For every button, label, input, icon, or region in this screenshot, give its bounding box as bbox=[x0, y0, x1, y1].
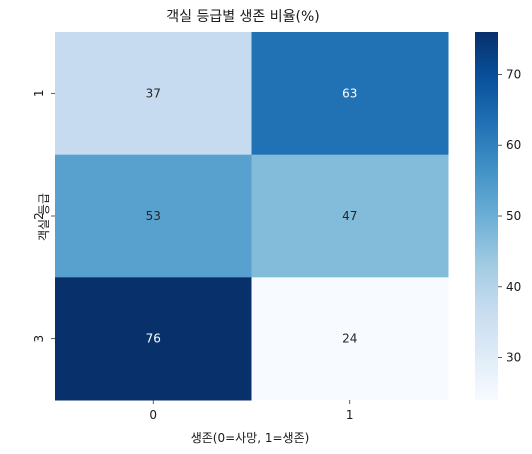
y-axis-label: 객실 등급 bbox=[37, 193, 51, 241]
y-axis: 1 2 3 bbox=[32, 90, 55, 343]
colorbar-ticks: 30 40 50 60 70 bbox=[498, 67, 521, 365]
heatmap-cell-r0-c0 bbox=[55, 32, 252, 156]
x-axis-label: 생존(0=사망, 1=생존) bbox=[191, 431, 310, 445]
heatmap-cell-r1-c0 bbox=[55, 154, 252, 278]
heatmap-cells: 37 63 53 47 76 24 bbox=[55, 32, 449, 401]
heatmap-cell-r2-c1 bbox=[251, 277, 449, 401]
y-tick-label-2: 3 bbox=[32, 335, 46, 343]
cell-value-label-r1-c0: 53 bbox=[146, 209, 161, 223]
colorbar-tick-label-3: 60 bbox=[506, 138, 521, 152]
cell-value-label-r1-c1: 47 bbox=[342, 209, 357, 223]
cell-value-label-r0-c0: 37 bbox=[146, 86, 161, 100]
cell-value-label-r0-c1: 63 bbox=[342, 86, 357, 100]
heatmap-cell-r0-c1 bbox=[251, 32, 449, 156]
cell-value-label-r2-c1: 24 bbox=[342, 332, 357, 346]
cell-value-label-r2-c0: 76 bbox=[146, 332, 161, 346]
colorbar-tick-label-0: 30 bbox=[506, 351, 521, 365]
x-tick-label-1: 1 bbox=[346, 408, 354, 422]
heatmap-cell-r2-c0 bbox=[55, 277, 252, 401]
heatmap-cell-r1-c1 bbox=[251, 154, 449, 278]
y-tick-label-1: 2 bbox=[32, 212, 46, 220]
colorbar bbox=[475, 32, 498, 400]
colorbar-tick-label-4: 70 bbox=[506, 67, 521, 81]
chart-title: 객실 등급별 생존 비율(%) bbox=[166, 9, 320, 25]
colorbar-tick-label-2: 50 bbox=[506, 209, 521, 223]
colorbar-tick-label-1: 40 bbox=[506, 280, 521, 294]
x-tick-label-0: 0 bbox=[149, 408, 157, 422]
y-tick-label-0: 1 bbox=[32, 90, 46, 98]
